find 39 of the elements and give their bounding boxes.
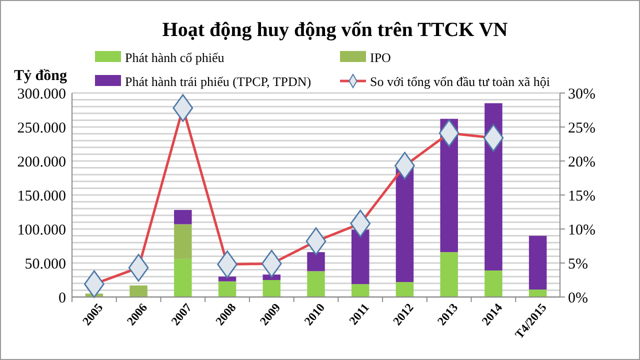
legend-label: IPO: [370, 50, 391, 65]
bar: [351, 284, 370, 297]
y-tick-label: 250.000: [17, 120, 66, 136]
y-tick-label: 200.000: [17, 154, 66, 170]
y-axis-title: Tỷ đồng: [14, 68, 68, 84]
y-tick-label: 50.000: [24, 256, 66, 272]
bar: [218, 276, 236, 282]
chart-title: Hoạt động huy động vốn trên TTCK VN: [162, 19, 508, 41]
y2-tick-label: 30%: [568, 86, 596, 102]
bar: [528, 236, 547, 290]
y-tick-label: 150.000: [17, 188, 66, 204]
bar: [440, 252, 458, 297]
bar: [218, 281, 236, 297]
bar: [307, 252, 325, 272]
legend-label: Phát hành trái phiếu (TPCP, TPDN): [125, 74, 312, 89]
bar: [130, 285, 148, 297]
y2-tick-label: 5%: [568, 256, 588, 272]
y2-tick-label: 10%: [568, 222, 596, 238]
bar: [174, 258, 192, 297]
bar: [484, 103, 502, 270]
bar: [262, 280, 281, 297]
y2-tick-label: 15%: [568, 188, 596, 204]
y-tick-label: 0: [58, 290, 66, 306]
y2-tick-label: 0%: [568, 290, 588, 306]
bar: [307, 271, 325, 297]
bar: [262, 274, 281, 280]
bar: [396, 167, 414, 282]
bar: [396, 282, 414, 297]
legend-label: So với tổng vốn đầu tư toàn xã hội: [370, 74, 550, 89]
bar: [174, 224, 192, 259]
y2-tick-label: 20%: [568, 154, 596, 170]
y2-tick-label: 25%: [568, 120, 596, 136]
bar: [528, 290, 547, 297]
bar: [351, 230, 370, 284]
y-tick-label: 100.000: [17, 222, 66, 238]
bar: [174, 210, 192, 224]
legend-label: Phát hành cổ phiếu: [125, 50, 225, 65]
y-tick-label: 300.000: [17, 86, 66, 102]
bar: [484, 270, 502, 297]
